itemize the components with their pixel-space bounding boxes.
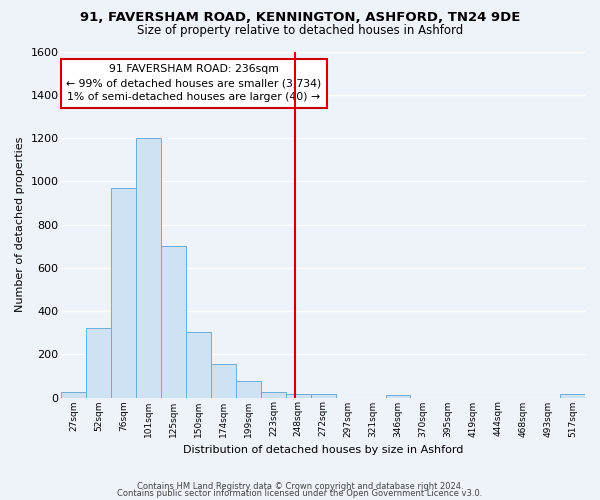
Bar [211,364,236,398]
Bar [560,394,585,398]
Text: Size of property relative to detached houses in Ashford: Size of property relative to detached ho… [137,24,463,37]
Bar [86,328,112,398]
Bar [112,188,136,398]
Bar [186,332,211,398]
Text: Contains HM Land Registry data © Crown copyright and database right 2024.: Contains HM Land Registry data © Crown c… [137,482,463,491]
Text: 91, FAVERSHAM ROAD, KENNINGTON, ASHFORD, TN24 9DE: 91, FAVERSHAM ROAD, KENNINGTON, ASHFORD,… [80,11,520,24]
Bar [161,246,186,398]
Text: Contains public sector information licensed under the Open Government Licence v3: Contains public sector information licen… [118,489,482,498]
Text: 91 FAVERSHAM ROAD: 236sqm
← 99% of detached houses are smaller (3,734)
1% of sem: 91 FAVERSHAM ROAD: 236sqm ← 99% of detac… [66,64,321,102]
Bar [261,392,286,398]
Bar [61,392,86,398]
Bar [236,382,261,398]
Bar [286,394,311,398]
Bar [311,394,335,398]
Y-axis label: Number of detached properties: Number of detached properties [15,137,25,312]
Bar [136,138,161,398]
X-axis label: Distribution of detached houses by size in Ashford: Distribution of detached houses by size … [183,445,463,455]
Bar [386,396,410,398]
